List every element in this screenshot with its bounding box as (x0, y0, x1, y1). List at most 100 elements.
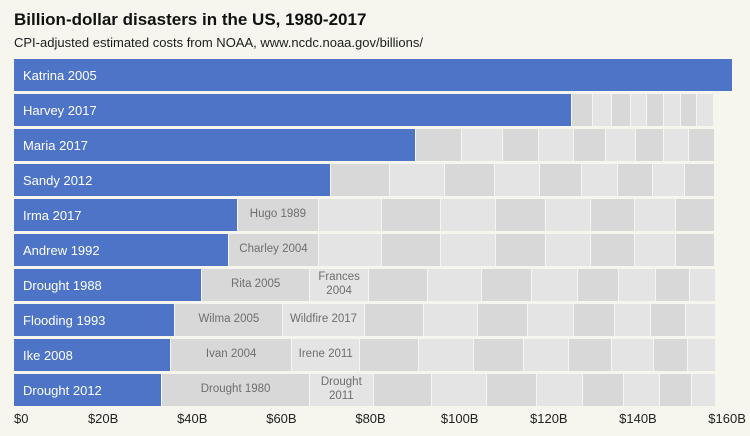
bar-segment[interactable] (441, 199, 495, 231)
bar-segment[interactable] (612, 339, 653, 371)
bar-segment[interactable] (444, 164, 494, 196)
bar-segment-wildfire-2017[interactable]: Wildfire 2017 (283, 304, 364, 336)
bar-segment[interactable] (486, 374, 536, 406)
bar-segment[interactable] (502, 129, 539, 161)
bar-label: Wilma 2005 (198, 313, 260, 326)
bar-segment[interactable] (573, 304, 614, 336)
bar-segment-drought-1980[interactable]: Drought 1980 (162, 374, 310, 406)
bar-segment[interactable] (540, 164, 581, 196)
bar-segment[interactable] (591, 234, 634, 266)
bar-segment[interactable] (581, 164, 618, 196)
bar-segment-harvey-2017[interactable]: Harvey 2017 (14, 94, 572, 126)
bar-segment[interactable] (360, 339, 419, 371)
bar-segment[interactable] (593, 94, 611, 126)
bar-segment[interactable] (536, 374, 582, 406)
bar-segment[interactable] (606, 129, 635, 161)
bar-segment[interactable] (331, 164, 390, 196)
bar-segment-katrina-2005[interactable]: Katrina 2005 (14, 59, 732, 91)
bar-segment[interactable] (569, 339, 612, 371)
bar-segment-drought-1988[interactable]: Drought 1988 (14, 269, 202, 301)
bar-segment-rita-2005[interactable]: Rita 2005 (202, 269, 310, 301)
bar-segment[interactable] (382, 199, 441, 231)
bar-segment[interactable] (663, 129, 689, 161)
bar-segment[interactable] (364, 304, 423, 336)
bar-segment[interactable] (652, 164, 684, 196)
bar-segment[interactable] (619, 269, 655, 301)
bar-segment[interactable] (623, 374, 660, 406)
bar-segment[interactable] (688, 339, 715, 371)
bar-segment-drought-2012[interactable]: Drought 2012 (14, 374, 162, 406)
bar-segment-irma-2017[interactable]: Irma 2017 (14, 199, 237, 231)
bar-segment[interactable] (478, 304, 528, 336)
bar-segment[interactable] (697, 94, 713, 126)
bar-segment[interactable] (634, 234, 675, 266)
bar-segment[interactable] (432, 374, 486, 406)
bar-segment[interactable] (373, 374, 432, 406)
bar-segment[interactable] (482, 269, 532, 301)
bar-segment[interactable] (528, 304, 573, 336)
bar-segment[interactable] (614, 304, 651, 336)
bar-segment-maria-2017[interactable]: Maria 2017 (14, 129, 416, 161)
bar-segment[interactable] (423, 304, 478, 336)
bar-segment[interactable] (692, 374, 715, 406)
bar-segment[interactable] (495, 199, 545, 231)
bar-segment[interactable] (390, 164, 444, 196)
bar-segment-andrew-1992[interactable]: Andrew 1992 (14, 234, 228, 266)
bar-segment[interactable] (578, 269, 619, 301)
bar-segment[interactable] (532, 269, 578, 301)
bar-segment[interactable] (630, 94, 647, 126)
bar-segment[interactable] (618, 164, 652, 196)
bar-segment[interactable] (653, 339, 687, 371)
bar-segment-ivan-2004[interactable]: Ivan 2004 (170, 339, 292, 371)
bar-segment[interactable] (636, 129, 663, 161)
bar-segment-ike-2008[interactable]: Ike 2008 (14, 339, 170, 371)
x-axis-tick: $80B (355, 411, 386, 426)
bar-segment-charley-2004[interactable]: Charley 2004 (228, 234, 319, 266)
bar-segment[interactable] (545, 234, 591, 266)
bar-segment[interactable] (675, 199, 714, 231)
bar-segment[interactable] (680, 94, 697, 126)
bar-segment[interactable] (675, 234, 714, 266)
bar-segment[interactable] (660, 374, 692, 406)
bar-segment[interactable] (441, 234, 495, 266)
bar-segment[interactable] (689, 129, 714, 161)
bar-segment[interactable] (495, 234, 545, 266)
bar-segment[interactable] (369, 269, 427, 301)
bar-segment[interactable] (684, 164, 714, 196)
bar-segment[interactable] (573, 129, 606, 161)
bar-segment[interactable] (494, 164, 540, 196)
bar-segment-flooding-1993[interactable]: Flooding 1993 (14, 304, 175, 336)
bar-segment-sandy-2012[interactable]: Sandy 2012 (14, 164, 331, 196)
bar-label: Rita 2005 (231, 278, 281, 291)
bar-segment[interactable] (611, 94, 630, 126)
bar-segment[interactable] (572, 94, 593, 126)
x-axis-tick: $0 (14, 411, 29, 426)
bar-segment[interactable] (545, 199, 591, 231)
bar-label: Irma 2017 (23, 207, 82, 223)
bar-segment[interactable] (647, 94, 663, 126)
bar-segment[interactable] (319, 234, 382, 266)
bar-segment[interactable] (419, 339, 473, 371)
bar-segment[interactable] (382, 234, 441, 266)
bar-segment[interactable] (591, 199, 634, 231)
bar-segment-hugo-1989[interactable]: Hugo 1989 (237, 199, 319, 231)
bar-segment-wilma-2005[interactable]: Wilma 2005 (175, 304, 283, 336)
bar-segment[interactable] (539, 129, 573, 161)
chart-row: Andrew 1992 Charley 2004 (14, 234, 736, 266)
bar-segment-drought-2011[interactable]: Drought 2011 (310, 374, 373, 406)
bar-segment[interactable] (473, 339, 523, 371)
bar-segment[interactable] (428, 269, 482, 301)
bar-segment[interactable] (655, 269, 690, 301)
bar-segment[interactable] (582, 374, 623, 406)
bar-segment[interactable] (319, 199, 382, 231)
bar-segment[interactable] (690, 269, 715, 301)
bar-segment[interactable] (634, 199, 675, 231)
bar-segment[interactable] (663, 94, 680, 126)
bar-segment-irene-2011[interactable]: Irene 2011 (292, 339, 360, 371)
bar-segment[interactable] (416, 129, 461, 161)
bar-segment[interactable] (685, 304, 715, 336)
bar-segment[interactable] (523, 339, 569, 371)
bar-segment[interactable] (651, 304, 685, 336)
bar-segment[interactable] (461, 129, 502, 161)
bar-segment-frances-2004[interactable]: Frances 2004 (310, 269, 369, 301)
